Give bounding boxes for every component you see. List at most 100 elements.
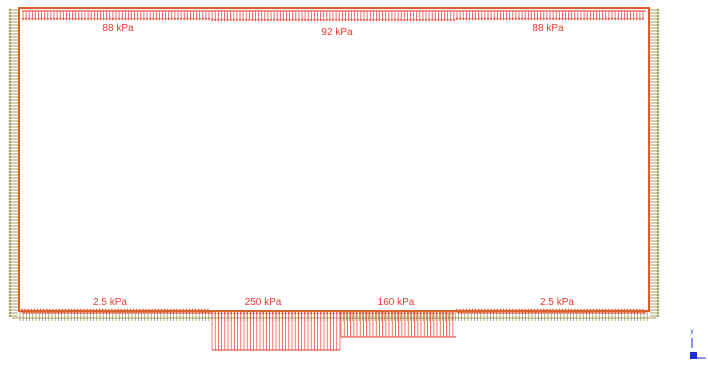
pressure-arrowhead (455, 17, 459, 21)
pressure-arrowhead (641, 17, 645, 21)
pressure-arrowhead (217, 18, 220, 22)
support-roller (656, 98, 660, 102)
support-roller (8, 14, 12, 18)
pressure-arrowhead (120, 17, 124, 21)
pressure-arrowhead (105, 17, 108, 21)
pressure-arrowhead (570, 17, 573, 21)
support-roller (8, 167, 12, 171)
pressure-arrowhead (204, 17, 208, 21)
support-roller (656, 17, 660, 21)
support-roller (8, 218, 12, 222)
support-roller (656, 80, 660, 84)
support-roller (8, 299, 12, 303)
support-roller (8, 221, 12, 225)
support-roller (8, 251, 12, 255)
support-roller (8, 158, 12, 162)
pressure-arrowhead (241, 18, 245, 22)
support-roller (8, 95, 12, 99)
pressure-arrowhead (272, 18, 276, 22)
bottom-load-label-mid-right: 160 kPa (377, 297, 415, 308)
pressure-arrowhead (474, 17, 477, 21)
pressure-arrowhead (148, 17, 152, 21)
pressure-arrowhead (282, 18, 285, 22)
pressure-arrowhead (99, 17, 102, 21)
support-roller (8, 227, 12, 231)
support-roller (656, 257, 660, 261)
pressure-arrowhead (368, 18, 372, 22)
pressure-arrowhead (114, 17, 118, 21)
pressure-arrowhead (260, 18, 263, 22)
pressure-arrowhead (437, 18, 440, 22)
support-roller (8, 188, 12, 192)
support-roller (8, 149, 12, 153)
pressure-arrowhead (471, 17, 474, 21)
support-roller (8, 104, 12, 108)
pressure-arrowhead (415, 18, 418, 22)
pressure-arrowhead (251, 18, 254, 22)
pressure-arrowhead (468, 17, 471, 21)
support-roller (8, 59, 12, 63)
support-roller (656, 23, 660, 27)
support-roller (8, 179, 12, 183)
pressure-arrowhead (142, 17, 146, 21)
pressure-arrowhead (626, 17, 629, 21)
support-roller (656, 95, 660, 99)
support-roller (8, 170, 12, 174)
support-roller (8, 26, 12, 30)
support-roller (8, 131, 12, 135)
support-roller (8, 248, 12, 252)
pressure-arrowhead (446, 18, 449, 22)
support-roller (656, 119, 660, 123)
support-roller (656, 41, 660, 45)
pressure-arrowhead (24, 17, 28, 21)
pressure-arrowhead (130, 17, 133, 21)
pressure-arrowhead (244, 18, 248, 22)
support-roller (656, 164, 660, 168)
pressure-arrowhead (263, 18, 267, 22)
pressure-arrowhead (136, 17, 139, 21)
pressure-arrowhead (334, 18, 338, 22)
support-roller (8, 284, 12, 288)
support-roller (8, 164, 12, 168)
pressure-arrowhead (480, 17, 484, 21)
support-roller (8, 191, 12, 195)
pressure-arrowhead (40, 17, 43, 21)
pressure-arrowhead (604, 17, 608, 21)
pressure-arrowhead (424, 18, 428, 22)
support-roller (656, 155, 660, 159)
pressure-arrowhead (46, 17, 50, 21)
support-roller (8, 209, 12, 213)
pressure-arrowhead (341, 18, 344, 22)
pressure-arrowhead (378, 18, 381, 22)
pressure-arrowhead (359, 18, 363, 22)
pressure-arrowhead (539, 17, 542, 21)
support-roller (656, 71, 660, 75)
pressure-arrowhead (161, 17, 164, 21)
support-roller (656, 89, 660, 93)
pressure-arrowhead (344, 18, 347, 22)
pressure-arrowhead (213, 18, 217, 22)
pressure-arrowhead (186, 17, 189, 21)
support-roller (8, 92, 12, 96)
bottom-load-label-left: 2.5 kPa (93, 297, 127, 308)
pressure-arrowhead (337, 18, 341, 22)
support-roller (8, 71, 12, 75)
pressure-arrowhead (545, 17, 549, 21)
pressure-arrowhead (151, 17, 155, 21)
support-roller (8, 23, 12, 27)
support-roller (8, 287, 12, 291)
support-roller (8, 143, 12, 147)
support-roller (8, 194, 12, 198)
support-roller (656, 236, 660, 240)
support-roller (656, 29, 660, 33)
pressure-arrowhead (589, 17, 592, 21)
support-roller (656, 14, 660, 18)
support-roller (656, 242, 660, 246)
support-roller (8, 74, 12, 78)
pressure-arrowhead (198, 17, 201, 21)
support-roller (8, 161, 12, 165)
pressure-arrowhead (300, 18, 304, 22)
left-roller-supports (8, 8, 18, 318)
support-roller (8, 224, 12, 228)
support-roller (8, 290, 12, 294)
